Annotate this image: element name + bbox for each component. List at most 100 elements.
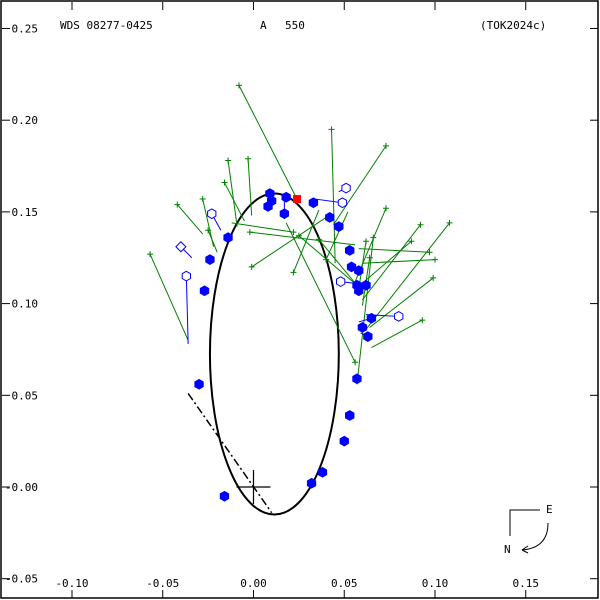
compass-east-label: E <box>546 503 553 516</box>
observation-plus <box>290 269 297 276</box>
residual-line <box>185 276 189 344</box>
header-star-id: WDS 08277-0425 <box>60 19 153 32</box>
observation-point <box>219 490 230 502</box>
observation-point-open <box>336 276 346 287</box>
observation-plus <box>174 201 181 208</box>
observation-point <box>363 331 373 342</box>
residual-line <box>318 239 358 286</box>
residual-line <box>298 235 358 286</box>
x-tick-label: 0.05 <box>331 577 358 590</box>
data-points <box>175 182 404 502</box>
observation-plus <box>370 234 377 241</box>
primary-star-cross <box>236 470 271 504</box>
observation-plus <box>225 157 232 164</box>
residual-line <box>332 145 387 226</box>
compass-arrow-icon <box>521 545 529 554</box>
observation-point <box>339 435 349 447</box>
observation-point <box>354 265 364 276</box>
y-tick-label: 0.15 <box>12 206 39 219</box>
residual-line <box>149 253 189 341</box>
observation-point <box>223 232 233 243</box>
residual-line <box>224 182 245 222</box>
observation-plus <box>426 249 433 256</box>
observation-point <box>199 285 210 297</box>
residual-line <box>356 237 374 385</box>
green-residuals <box>147 82 453 385</box>
observation-plus <box>199 196 206 203</box>
y-tick-label: -0.05 <box>5 573 38 586</box>
observation-plus <box>248 263 255 270</box>
observation-point <box>354 285 364 297</box>
observation-point <box>317 466 328 478</box>
observation-point <box>361 279 371 291</box>
observation-point-open <box>337 197 348 209</box>
residual-line <box>365 222 450 330</box>
observation-point <box>366 312 377 324</box>
observation-point <box>345 410 355 421</box>
observation-point <box>357 322 368 333</box>
y-tick-label: 0.25 <box>12 23 39 36</box>
residual-line <box>325 211 349 260</box>
observation-point-open <box>181 270 191 282</box>
observation-plus <box>323 256 330 263</box>
residual-line <box>227 160 238 227</box>
y-tick-label: 0.10 <box>12 298 39 311</box>
observation-point <box>346 261 357 273</box>
observation-point <box>205 254 215 265</box>
axis-tick-labels: -0.10 -0.05 0.00 0.05 0.10 0.15 -0.05 -0.00 0.05… <box>5 23 539 591</box>
x-tick-label: -0.10 <box>55 577 88 590</box>
observation-point <box>263 201 273 212</box>
markers <box>236 195 302 504</box>
observation-point-open <box>175 241 187 253</box>
observation-plus <box>430 274 437 281</box>
observation-point <box>306 477 317 489</box>
residual-line <box>238 85 300 203</box>
residual-line <box>371 319 423 349</box>
residual-line <box>362 259 436 264</box>
residual-line <box>251 216 327 268</box>
observation-point <box>345 245 355 256</box>
observation-point <box>194 378 204 390</box>
observation-plus <box>446 219 453 226</box>
residual-line <box>231 222 294 233</box>
observation-plus <box>290 229 297 236</box>
residual-line <box>292 209 320 273</box>
observation-point <box>352 373 362 385</box>
observation-plus <box>295 232 302 239</box>
observation-plus <box>417 221 424 228</box>
observation-plus <box>235 82 242 89</box>
residual-line <box>285 222 356 363</box>
residual-line <box>358 248 430 253</box>
y-tick-label: -0.00 <box>5 481 38 494</box>
observation-plus <box>382 205 389 212</box>
observation-point <box>308 197 319 209</box>
compass-east-line <box>509 509 540 536</box>
compass-north-label: N <box>504 543 511 556</box>
observation-point-open <box>207 208 217 220</box>
x-tick-label: 0.10 <box>422 577 449 590</box>
observation-plus <box>147 251 154 258</box>
residual-line <box>363 240 412 282</box>
observation-plus <box>315 236 322 243</box>
observation-plus <box>205 227 212 234</box>
residual-line <box>369 277 434 328</box>
compass-arc <box>521 522 549 551</box>
y-tick-label: 0.20 <box>12 114 39 127</box>
residual-line <box>362 224 421 301</box>
observation-plus <box>408 238 415 245</box>
observation-point <box>325 212 335 223</box>
residual-line <box>247 158 253 216</box>
x-tick-label: -0.05 <box>146 577 179 590</box>
header-component: A <box>260 19 267 32</box>
observation-plus <box>363 238 370 245</box>
y-tick-label: 0.05 <box>12 389 39 402</box>
observation-point-open <box>341 182 351 194</box>
x-tick-label: 0.15 <box>513 577 540 590</box>
header-reference: (TOK2024c) <box>480 19 546 32</box>
compass: E N <box>504 503 553 556</box>
observation-plus <box>352 359 359 366</box>
observation-plus <box>245 155 252 162</box>
